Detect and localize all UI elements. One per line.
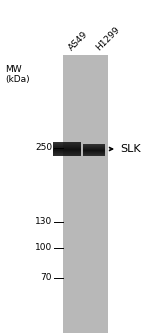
Bar [83, 144, 105, 145]
Text: 250: 250 [35, 144, 52, 153]
Text: SLK: SLK [120, 144, 141, 154]
Bar [83, 146, 105, 147]
Bar [53, 147, 81, 148]
Bar [83, 151, 105, 152]
Text: H1299: H1299 [94, 25, 121, 52]
Bar [83, 145, 105, 146]
Text: 130: 130 [35, 217, 52, 226]
Bar [53, 144, 81, 145]
Bar [83, 147, 105, 148]
Bar [63, 55, 108, 333]
Bar [53, 154, 81, 155]
Bar [53, 146, 81, 147]
Bar [53, 142, 81, 143]
Bar [53, 149, 81, 150]
Text: 70: 70 [40, 273, 52, 282]
Bar [53, 148, 81, 149]
Bar [83, 155, 105, 156]
Bar [83, 154, 105, 155]
Bar [83, 153, 105, 154]
Bar [53, 143, 81, 144]
Bar [53, 150, 81, 151]
Bar [53, 151, 81, 152]
Bar [83, 148, 105, 149]
Bar [83, 150, 105, 151]
Text: 100: 100 [35, 243, 52, 252]
Text: AS49: AS49 [67, 29, 90, 52]
Bar [53, 152, 81, 153]
Bar [53, 155, 81, 156]
Bar [53, 153, 81, 154]
Bar [83, 152, 105, 153]
Text: MW
(kDa): MW (kDa) [5, 65, 30, 84]
Bar [53, 145, 81, 146]
Bar [83, 149, 105, 150]
